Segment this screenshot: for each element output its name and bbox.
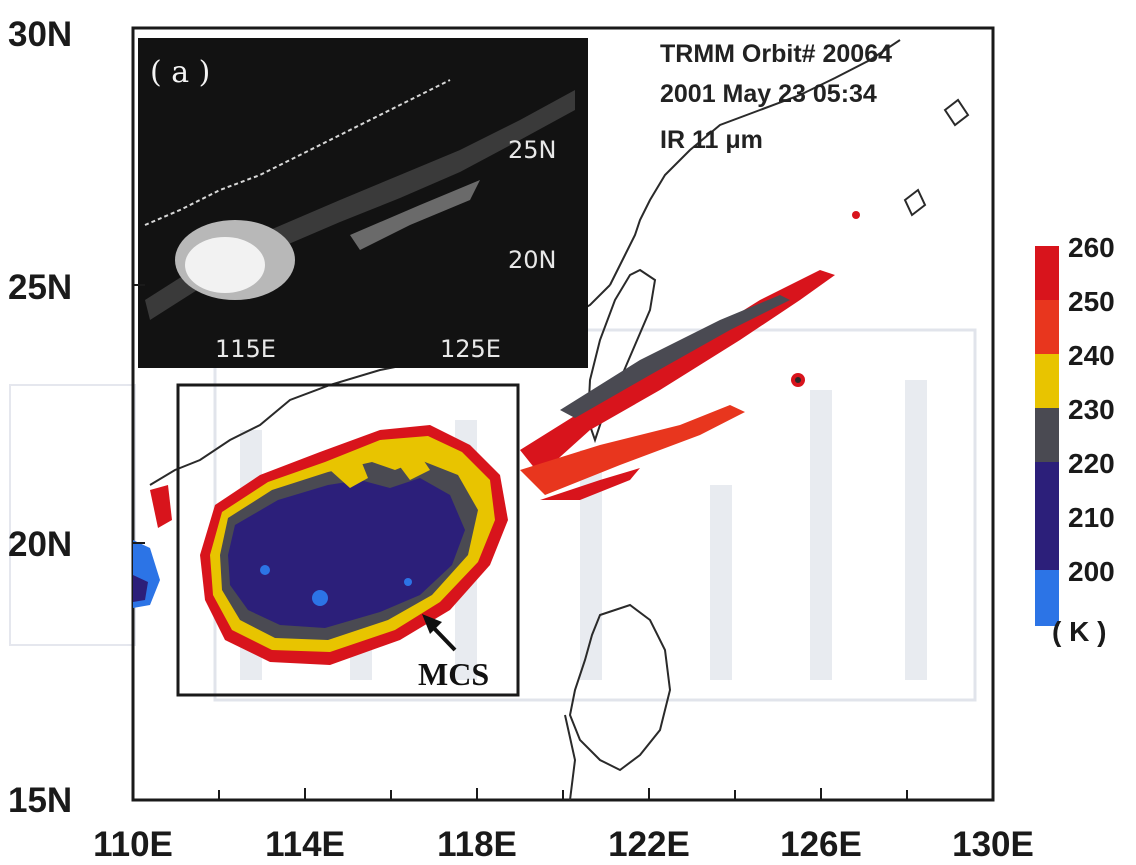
mcs-region-box xyxy=(176,383,520,697)
inset-lat-label-25n: 25N xyxy=(508,136,557,164)
x-tick-122e: 122E xyxy=(608,825,690,864)
colorbar-label-210: 210 xyxy=(1068,502,1115,533)
colorbar-bin-7 xyxy=(1035,570,1059,626)
colorbar-bin-1 xyxy=(1035,246,1059,300)
orbit-label: TRMM Orbit# 20064 xyxy=(660,40,892,68)
colorbar-label-230: 230 xyxy=(1068,394,1115,425)
mcs-cloud-shield xyxy=(133,425,508,665)
luzon-coast xyxy=(568,603,672,772)
inset-ir-image xyxy=(138,38,588,368)
axis-ticks xyxy=(132,27,994,801)
y-tick-20n: 20N xyxy=(8,525,72,564)
x-tick-130e: 130E xyxy=(952,825,1034,864)
x-tick-114e: 114E xyxy=(265,825,345,864)
y-tick-30n: 30N xyxy=(8,15,72,54)
y-tick-15n: 15N xyxy=(8,781,72,820)
mcs-arrow xyxy=(422,614,457,652)
y-tick-25n: 25N xyxy=(8,268,72,307)
colorbar-label-250: 250 xyxy=(1068,286,1115,317)
channel-label: IR 11 μm xyxy=(660,126,763,154)
inset-panel-label: ( a ) xyxy=(150,55,210,90)
inset-lon-label-115e: 115E xyxy=(215,335,276,363)
colorbar-bin-6 xyxy=(1035,516,1059,570)
colorbar-bin-4 xyxy=(1035,408,1059,462)
x-tick-110e: 110E xyxy=(93,825,173,864)
colorbar-label-220: 220 xyxy=(1068,448,1115,479)
x-tick-126e: 126E xyxy=(780,825,862,864)
colorbar-label-260: 260 xyxy=(1068,232,1115,263)
inset-lon-label-125e: 125E xyxy=(440,335,501,363)
colorbar xyxy=(1035,246,1059,626)
colorbar-label-240: 240 xyxy=(1068,340,1115,371)
colorbar-unit: ( K ) xyxy=(1052,616,1106,647)
inset-lat-label-20n: 20N xyxy=(508,246,557,274)
colorbar-bin-5 xyxy=(1035,462,1059,516)
colorbar-bin-3 xyxy=(1035,354,1059,408)
x-tick-118e: 118E xyxy=(437,825,517,864)
colorbar-label-200: 200 xyxy=(1068,556,1115,587)
colorbar-bin-2 xyxy=(1035,300,1059,354)
cloud-streaks xyxy=(520,211,860,500)
datetime-label: 2001 May 23 05:34 xyxy=(660,80,877,108)
taiwan-coast xyxy=(586,268,657,444)
mcs-label: MCS xyxy=(418,656,489,692)
